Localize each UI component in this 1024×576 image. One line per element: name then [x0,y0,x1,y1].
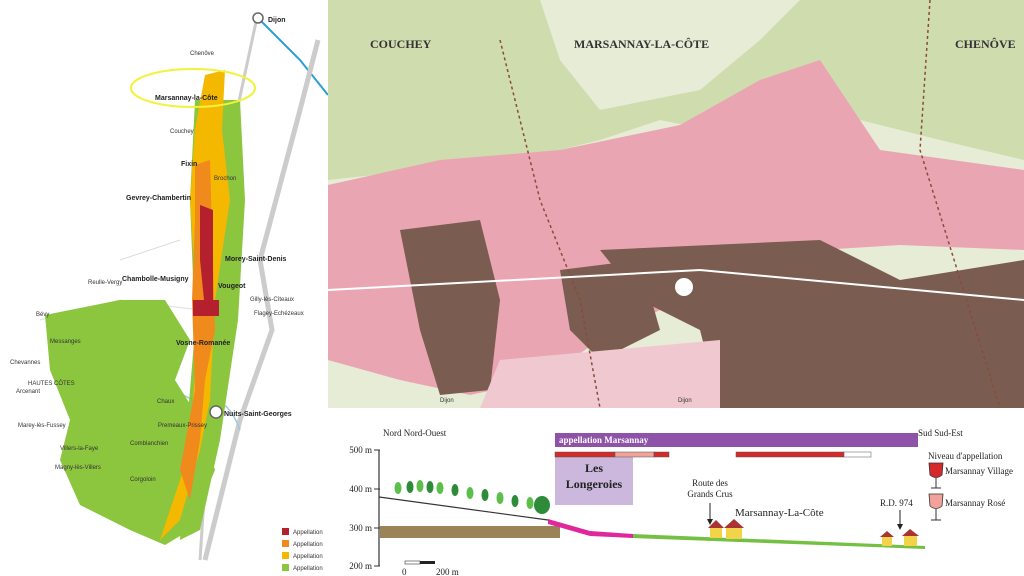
tree-icon [481,489,489,501]
y-tick-label: 400 m [349,484,372,494]
region-label: HAUTES CÔTES [28,380,75,387]
trees [394,480,550,514]
place-label: Messanges [50,339,81,345]
boundary-line [499,39,601,409]
direction-label: Sud Sud-Est [918,428,963,438]
road [327,268,1024,301]
houses [708,519,919,546]
place-label: Nuits-Saint-Georges [224,411,292,418]
road-label: R.D. 974 [880,498,913,508]
place-label: Gilly-lès-Cîteaux [250,297,294,303]
tree-icon [511,495,519,507]
place-label: Vougeot [218,283,246,290]
tree-icon [496,492,504,504]
appellation-bar-label: appellation Marsannay [559,435,649,445]
svg-text:200 m: 200 m [436,567,459,576]
rose-segment [614,451,655,458]
tree-icon [526,497,534,509]
place-label: Vosne-Romanée [176,340,230,347]
longeroies-slope [548,519,633,538]
tree-icon [426,481,434,493]
y-tick-label: 200 m [349,561,372,571]
place-label: Couchey [170,129,194,135]
place-label: Premeaux-Prissey [158,423,207,429]
place-label: Villers-la-Faye [60,446,99,452]
place-label: Flagey-Echézeaux [254,311,304,317]
place-label: Marey-lès-Fussey [18,423,66,429]
svg-text:Appellation: Appellation [293,554,323,560]
svg-text:Marsannay Rosé: Marsannay Rosé [945,498,1005,508]
marsannay-detail-map: COUCHEY MARSANNAY-LA-CÔTE Dijon Dijon CH… [327,0,1024,409]
green-appellation-area [45,300,215,545]
place-label: Fixin [181,161,197,168]
tree-icon [451,484,459,496]
place-label: Gevrey-Chambertin [126,195,191,202]
svg-text:Marsannay Village: Marsannay Village [945,466,1013,476]
road-label: Dijon [678,398,692,404]
place-label: Chevannes [10,360,40,366]
place-label: Comblanchien [130,441,168,447]
legend-title: Niveau d'appellation [928,451,1003,461]
place-label: Dijon [268,17,286,24]
tree-icon [534,496,550,514]
appellation-bar [555,433,918,447]
soil-layer [380,526,560,538]
elevation-profile: Nord Nord-Ouest Sud Sud-Est 500 m 400 m 30… [330,408,1024,576]
route-label: Grands Crus [687,489,733,499]
svg-text:Appellation: Appellation [293,566,323,572]
les-longeroies-zone [555,452,633,505]
village-segment [554,451,616,458]
y-tick-label: 500 m [349,445,372,455]
place-label: Corgoloin [130,477,156,483]
appellation-legend: Niveau d'appellation Marsannay Village M… [928,451,1013,521]
arrow-icon [707,519,713,525]
wine-glass-icon [928,462,944,478]
forest-area [328,0,1024,180]
place-label: Magny-lès-Villers [55,465,101,471]
village-label: Marsannay-La-Côte [735,507,824,519]
svg-text:0: 0 [402,567,407,576]
svg-text:Appellation: Appellation [293,530,323,536]
tree-icon [406,481,414,493]
road-label: Dijon [440,398,454,404]
canal [257,17,329,96]
tree-icon [416,480,424,492]
marsannay-highlight [130,68,256,108]
urban-area [600,240,1024,408]
map-legend: Appellation Appellation Appellation Appe… [282,528,323,572]
direction-label: Nord Nord-Ouest [383,428,447,438]
tree-icon [436,482,444,494]
tree-icon [394,482,402,494]
place-label: Reulle-Vergy [88,280,122,286]
cote-de-nuits-map: Dijon Chenôve Marsannay-la-Côte Couchey … [0,0,329,576]
scale-bar: 0 200 m [402,560,459,576]
place-label: Chenôve [190,51,215,57]
lieu-dit-label: Longeroies [566,477,623,491]
arrow-icon [897,524,903,530]
motorway [202,39,321,561]
vineyard-area [328,60,1024,395]
place-label: Morey-Saint-Denis [225,256,287,263]
lieu-dit-label: Les [585,461,603,475]
place-label: Chaux [157,399,174,405]
town-label: COUCHEY [370,37,432,51]
village-slope [633,534,925,549]
red-appellation-area [200,205,213,310]
y-tick-label: 300 m [349,523,372,533]
place-label: Marsannay-la-Côte [155,95,218,102]
place-label: Brochon [214,176,236,182]
route-label: Route des [692,478,728,488]
place-label: Arcenant [16,389,40,395]
town-label: MARSANNAY-LA-CÔTE [574,37,709,51]
town-label: CHENÔVE [955,37,1016,51]
wine-glass-icon [928,493,944,509]
tree-icon [466,487,474,499]
place-label: Bévy [36,312,49,318]
place-label: Chambolle-Musigny [122,276,189,283]
svg-text:Appellation: Appellation [293,542,323,548]
